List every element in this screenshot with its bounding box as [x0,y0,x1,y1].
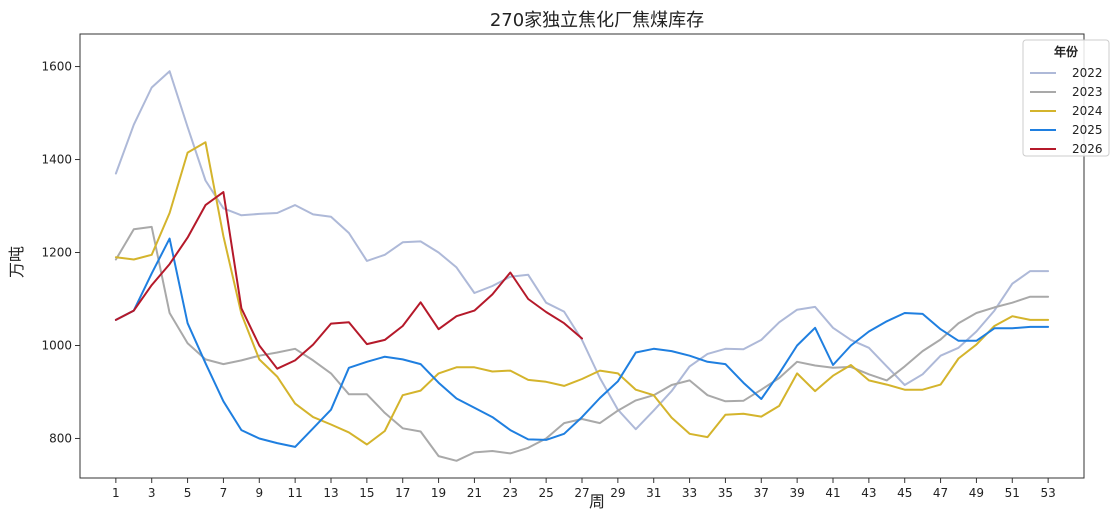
x-axis: 1 3 5 7 9 11 13 15 17 19 21 23 25 27 29 31 33 35 37 39 41 43 4… [112,478,1056,500]
x-tick-label: 15 [359,486,374,500]
series-line-2024 [116,142,1048,444]
x-tick-label: 45 [897,486,912,500]
y-tick-label: 800 [49,431,72,445]
x-tick-label: 47 [933,486,948,500]
series-line-2023 [116,227,1048,461]
x-tick-label: 43 [861,486,876,500]
x-tick-label: 3 [148,486,156,500]
y-tick-label: 1400 [41,153,72,167]
x-tick-label: 9 [255,486,263,500]
legend-label-2025: 2025 [1072,123,1103,137]
x-tick-label: 5 [184,486,192,500]
x-tick-label: 51 [1005,486,1020,500]
series-line-2025 [116,239,1048,447]
x-tick-label: 23 [503,486,518,500]
x-axis-label: 周 [589,492,605,511]
y-tick-label: 1200 [41,246,72,260]
x-tick-label: 17 [395,486,410,500]
legend: 年份 2022 2023 2024 2025 2026 [1023,40,1109,156]
series-line-2026 [116,192,582,369]
x-tick-label: 35 [718,486,733,500]
x-tick-label: 33 [682,486,697,500]
x-tick-label: 27 [574,486,589,500]
x-tick-label: 37 [754,486,769,500]
series-line-2022 [116,71,1048,429]
legend-label-2023: 2023 [1072,85,1103,99]
x-tick-label: 49 [969,486,984,500]
x-tick-label: 29 [610,486,625,500]
x-tick-label: 25 [539,486,554,500]
x-tick-label: 1 [112,486,120,500]
legend-label-2022: 2022 [1072,66,1103,80]
x-tick-label: 41 [825,486,840,500]
x-tick-label: 39 [790,486,805,500]
chart-title: 270家独立焦化厂焦煤库存 [490,10,704,31]
x-tick-label: 11 [288,486,303,500]
y-tick-label: 1600 [41,60,72,74]
legend-label-2024: 2024 [1072,104,1103,118]
x-tick-label: 21 [467,486,482,500]
y-axis: 800 1000 1200 1400 1600 [41,60,80,446]
legend-title: 年份 [1054,44,1079,59]
x-tick-label: 53 [1041,486,1056,500]
legend-label-2026: 2026 [1072,142,1103,156]
y-axis-label: 万吨 [7,246,26,278]
series-group [116,71,1048,461]
y-tick-label: 1000 [41,338,72,352]
x-tick-label: 31 [646,486,661,500]
x-tick-label: 19 [431,486,446,500]
x-tick-label: 13 [323,486,338,500]
x-tick-label: 7 [220,486,228,500]
